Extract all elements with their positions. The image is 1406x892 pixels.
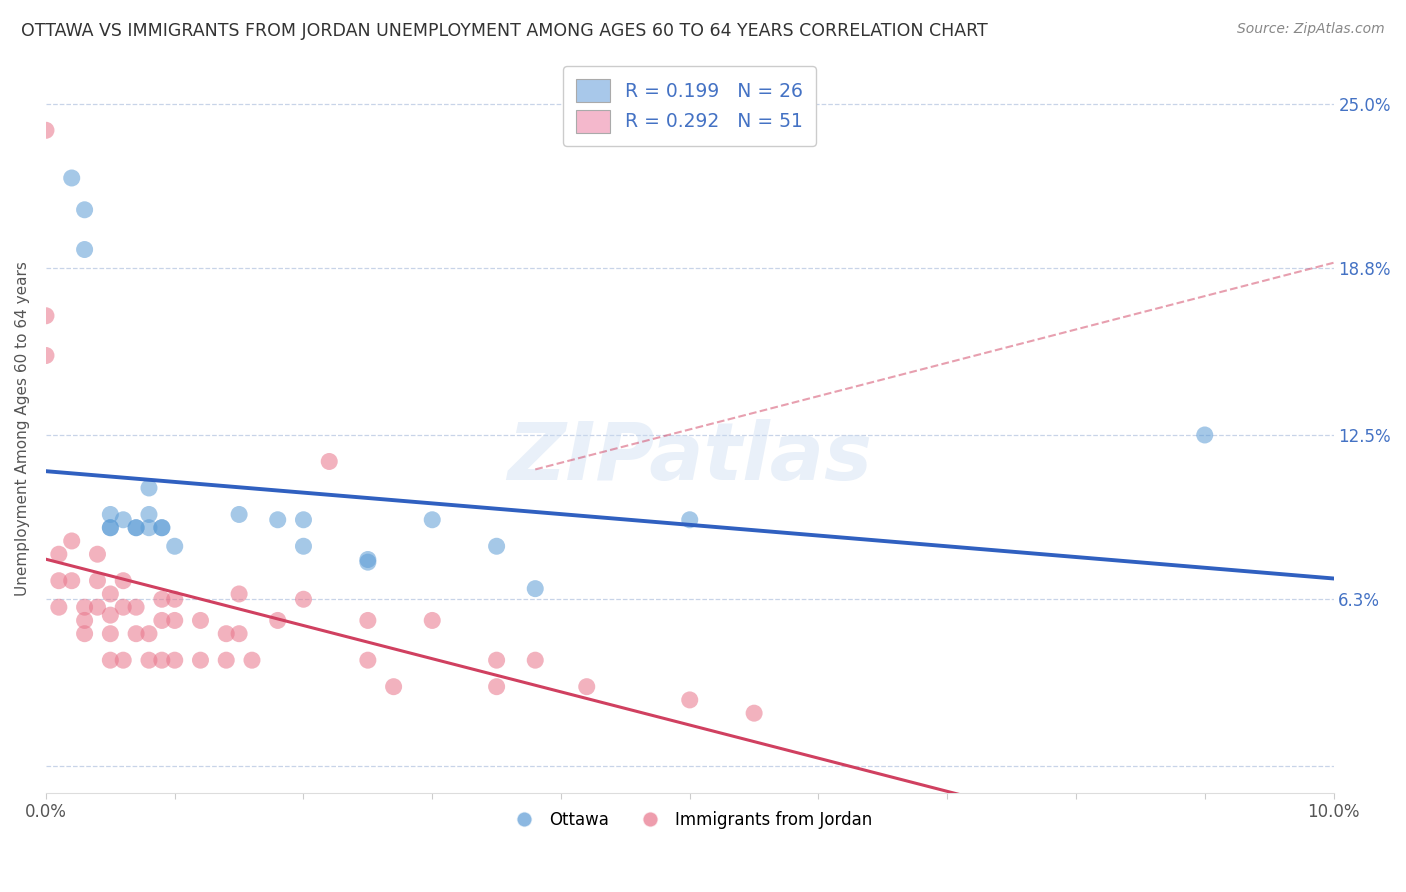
Point (112, 653, 135, 667)
Text: ZIPatlas: ZIPatlas (508, 418, 872, 497)
Point (98, 521, 121, 535)
Point (292, 592, 315, 607)
Text: Source: ZipAtlas.com: Source: ZipAtlas.com (1237, 22, 1385, 37)
Point (228, 626, 250, 640)
Point (420, 513, 443, 527)
Point (86, 600, 108, 615)
Point (35, 309, 58, 323)
Point (150, 592, 173, 607)
Point (125, 521, 148, 535)
Point (138, 521, 160, 535)
Point (98, 521, 121, 535)
Point (524, 582, 547, 596)
Point (73, 202, 96, 217)
Point (357, 555, 380, 569)
Point (679, 513, 702, 527)
Point (125, 626, 148, 640)
Point (524, 653, 547, 667)
Point (1194, 428, 1216, 442)
Point (98, 626, 121, 640)
Legend: Ottawa, Immigrants from Jordan: Ottawa, Immigrants from Jordan (501, 804, 879, 835)
Y-axis label: Unemployment Among Ages 60 to 64 years: Unemployment Among Ages 60 to 64 years (15, 261, 30, 596)
Point (138, 508, 160, 522)
Point (240, 653, 263, 667)
Point (73, 614, 96, 628)
Point (112, 513, 135, 527)
Point (98, 608, 121, 623)
Point (267, 614, 290, 628)
Point (98, 508, 121, 522)
Point (228, 508, 250, 522)
Point (86, 547, 108, 561)
Point (190, 653, 212, 667)
Point (292, 539, 315, 553)
Point (150, 521, 173, 535)
Point (485, 653, 508, 667)
Point (150, 614, 173, 628)
Text: OTTAWA VS IMMIGRANTS FROM JORDAN UNEMPLOYMENT AMONG AGES 60 TO 64 YEARS CORRELAT: OTTAWA VS IMMIGRANTS FROM JORDAN UNEMPLO… (21, 22, 988, 40)
Point (292, 513, 315, 527)
Point (48, 574, 70, 588)
Point (35, 349, 58, 363)
Point (138, 653, 160, 667)
Point (73, 626, 96, 640)
Point (163, 592, 186, 607)
Point (112, 574, 135, 588)
Point (125, 600, 148, 615)
Point (228, 587, 250, 601)
Point (215, 653, 238, 667)
Point (112, 600, 135, 615)
Point (48, 547, 70, 561)
Point (679, 693, 702, 707)
Point (138, 481, 160, 495)
Point (163, 614, 186, 628)
Point (125, 521, 148, 535)
Point (420, 614, 443, 628)
Point (150, 653, 173, 667)
Point (138, 626, 160, 640)
Point (357, 614, 380, 628)
Point (60, 533, 83, 548)
Point (60, 171, 83, 186)
Point (318, 454, 340, 468)
Point (575, 680, 598, 694)
Point (382, 680, 405, 694)
Point (163, 653, 186, 667)
Point (98, 587, 121, 601)
Point (150, 521, 173, 535)
Point (60, 574, 83, 588)
Point (742, 706, 765, 721)
Point (485, 539, 508, 553)
Point (48, 600, 70, 615)
Point (215, 626, 238, 640)
Point (73, 243, 96, 257)
Point (73, 600, 96, 615)
Point (163, 539, 186, 553)
Point (267, 513, 290, 527)
Point (485, 680, 508, 694)
Point (86, 574, 108, 588)
Point (35, 123, 58, 137)
Point (357, 653, 380, 667)
Point (357, 552, 380, 566)
Point (190, 614, 212, 628)
Point (98, 653, 121, 667)
